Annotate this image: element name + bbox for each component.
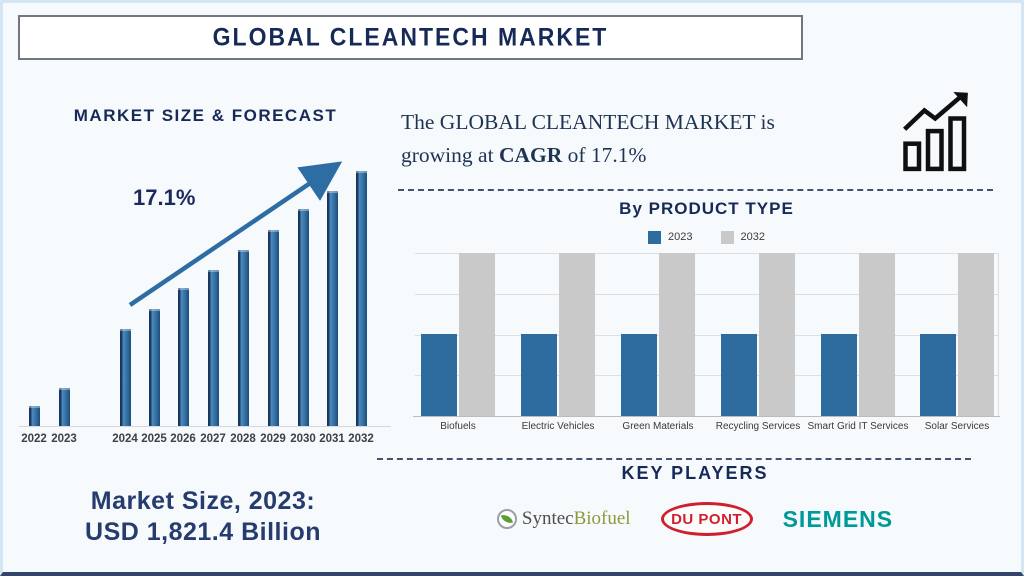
forecast-year-label: 2022 — [21, 433, 47, 445]
cagr-note-line2-suffix: of 17.1% — [562, 143, 647, 167]
legend-swatch — [648, 230, 662, 244]
forecast-year-label: 2023 — [51, 433, 77, 445]
biofuel-text: Biofuel — [573, 508, 631, 529]
syntec-text: Syntec — [521, 508, 574, 529]
logo-dupont: DU PONT — [660, 502, 753, 536]
title-banner: GLOBAL CLEANTECH MARKET — [18, 15, 803, 60]
forecast-year-label: 2028 — [230, 433, 256, 445]
legend-item-2032: 2032 — [720, 230, 765, 244]
product-type-gridline — [415, 375, 998, 377]
legend-item-2023: 2023 — [648, 230, 693, 244]
forecast-x-axis — [19, 426, 391, 427]
forecast-year-label: 2031 — [319, 433, 345, 445]
product-bar-2032-Electric Vehicles — [559, 253, 595, 416]
forecast-year-label: 2025 — [141, 433, 167, 445]
forecast-bar-2022 — [28, 406, 40, 426]
market-size-line1: Market Size, 2023: — [90, 487, 316, 515]
product-category-label: Smart Grid IT Services — [807, 421, 909, 432]
forecast-bar-2025 — [148, 309, 160, 426]
forecast-chart-title: MARKET SIZE & FORECAST — [73, 106, 338, 125]
key-players-title: KEY PLAYERS — [621, 463, 769, 483]
logo-syntec-biofuel: SyntecBiofuel — [496, 508, 631, 530]
leaf-icon — [496, 509, 517, 529]
dashed-divider-top — [398, 189, 993, 191]
product-bar-2032-Recycling Services — [759, 253, 795, 416]
forecast-bar-2030 — [297, 209, 309, 426]
forecast-bar-2029 — [267, 230, 279, 426]
forecast-year-label: 2030 — [290, 433, 316, 445]
forecast-year-label: 2032 — [348, 433, 374, 445]
product-bar-2023-Solar Services — [920, 334, 956, 416]
legend-label: 2032 — [740, 231, 765, 243]
product-bar-2023-Biofuels — [421, 334, 457, 416]
dashed-divider-bottom — [377, 458, 971, 460]
market-size-line2: USD 1,821.4 Billion — [85, 518, 321, 546]
product-category-label: Recycling Services — [715, 421, 801, 432]
forecast-bar-2024 — [119, 329, 131, 426]
forecast-bar-2032 — [355, 171, 367, 426]
product-type-legend: 2023 2032 — [415, 229, 998, 245]
logo-siemens: SIEMENS — [782, 505, 894, 532]
cagr-trend-arrow-icon — [128, 161, 343, 307]
forecast-bar-2023 — [58, 388, 70, 426]
cagr-note-line2-prefix: growing at — [401, 143, 499, 167]
product-type-chart-title: By PRODUCT TYPE — [619, 199, 794, 218]
page-title: GLOBAL CLEANTECH MARKET — [212, 22, 609, 51]
product-bar-2032-Smart Grid IT Services — [859, 253, 895, 416]
growth-bars-arrow-icon — [903, 91, 968, 172]
product-type-x-axis — [413, 416, 1000, 417]
product-bar-2023-Recycling Services — [721, 334, 757, 416]
product-type-gridline — [415, 293, 998, 295]
forecast-bar-2026 — [177, 288, 189, 426]
key-players-logos: SyntecBiofuel DU PONT SIEMENS — [415, 498, 975, 540]
product-category-label: Biofuels — [440, 421, 476, 432]
product-bar-2032-Green Materials — [659, 253, 695, 416]
legend-label: 2023 — [668, 231, 693, 243]
cagr-note: The GLOBAL CLEANTECH MARKET is growing a… — [401, 106, 871, 172]
cagr-note-line1: The GLOBAL CLEANTECH MARKET is — [401, 110, 775, 134]
forecast-year-label: 2024 — [112, 433, 138, 445]
product-category-label: Green Materials — [622, 421, 694, 432]
product-type-plot-border — [998, 253, 999, 416]
forecast-cagr-label: 17.1% — [133, 185, 196, 210]
product-type-gridline — [415, 334, 998, 336]
product-bar-2023-Electric Vehicles — [521, 334, 557, 416]
product-category-label: Electric Vehicles — [521, 421, 595, 432]
forecast-bar-2028 — [237, 250, 249, 426]
forecast-year-label: 2026 — [170, 433, 196, 445]
product-bar-2023-Smart Grid IT Services — [821, 334, 857, 416]
cagr-note-bold: CAGR — [498, 143, 563, 167]
forecast-bar-2031 — [326, 191, 338, 426]
forecast-year-label: 2027 — [200, 433, 226, 445]
legend-swatch — [720, 230, 734, 244]
product-bar-2032-Solar Services — [958, 253, 994, 416]
product-bar-2032-Biofuels — [459, 253, 495, 416]
product-type-gridline — [415, 253, 998, 254]
forecast-year-label: 2029 — [260, 433, 286, 445]
market-size-callout: Market Size, 2023: USD 1,821.4 Billion — [13, 486, 393, 548]
forecast-bar-2027 — [207, 270, 219, 426]
product-category-label: Solar Services — [924, 421, 990, 432]
product-bar-2023-Green Materials — [621, 334, 657, 416]
